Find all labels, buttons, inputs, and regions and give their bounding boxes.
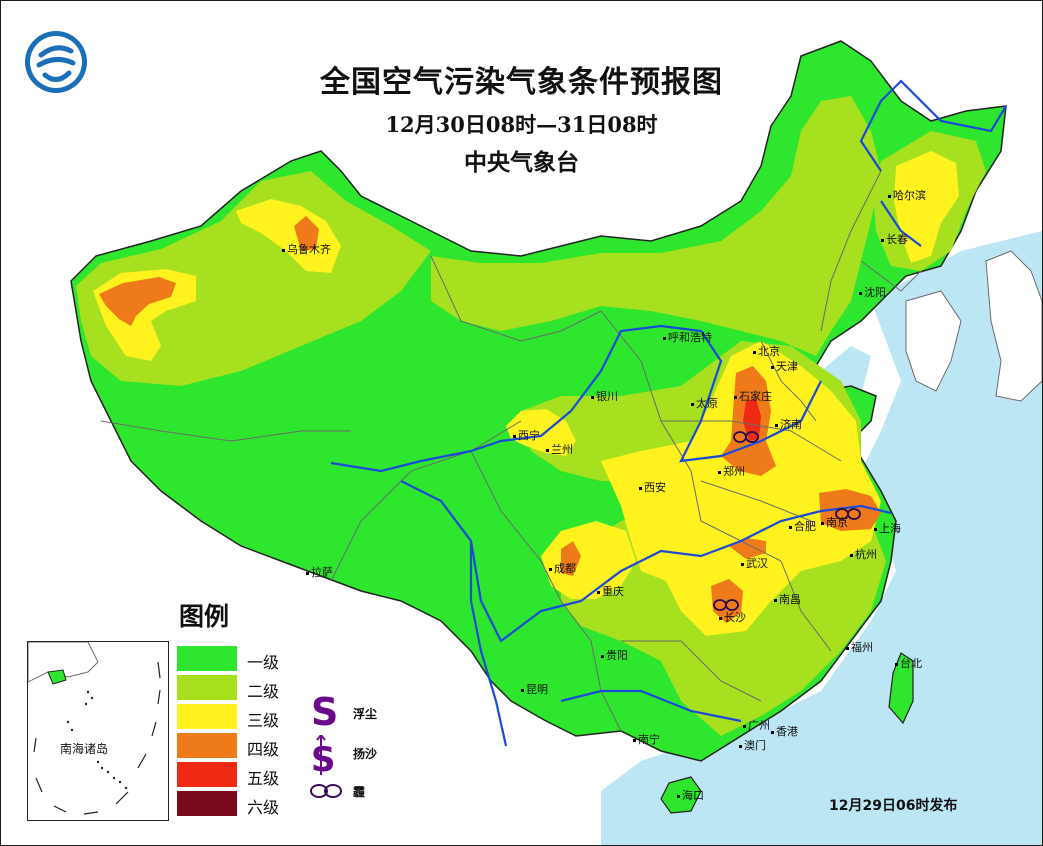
legend-label: 四级	[247, 740, 280, 759]
city-label: 长沙	[719, 609, 746, 625]
city-label: 合肥	[789, 518, 816, 534]
korea	[905, 290, 962, 392]
issuer: 中央气象台	[464, 149, 579, 176]
city-label: 杭州	[850, 546, 877, 562]
city-label: 贵阳	[601, 647, 628, 663]
legend-phenomenon-label: 霾	[353, 785, 366, 799]
floating-dust-icon: S	[311, 690, 338, 734]
level4-urumqi	[294, 216, 319, 251]
legend-title: 图例	[179, 602, 230, 631]
legend-label: 六级	[247, 798, 280, 817]
city-label: 上海	[874, 520, 901, 536]
legend-swatch	[177, 791, 237, 816]
province-borders	[100, 170, 922, 732]
taiwan	[888, 652, 914, 725]
svg-text:S: S	[311, 740, 336, 775]
legend-phenomenon-label: 浮尘	[353, 707, 378, 721]
city-label: 长春	[881, 231, 908, 247]
south-china-sea-inset: 南海诸岛	[27, 641, 169, 821]
city-label: 石家庄	[734, 388, 772, 404]
legend-phenomenon: S 扬沙	[309, 733, 377, 780]
city-label: 台北	[895, 655, 922, 671]
city-label: 太原	[691, 395, 718, 411]
city-label: 重庆	[597, 583, 624, 599]
city-label: 南宁	[633, 731, 660, 747]
legend-swatch	[177, 646, 237, 671]
inset-map	[28, 642, 161, 815]
japan	[985, 250, 1042, 402]
city-label: 澳门	[739, 737, 766, 753]
legend-swatch	[177, 733, 237, 758]
level2-north	[431, 96, 881, 356]
city-label: 南昌	[774, 591, 801, 607]
city-label: 福州	[846, 639, 873, 655]
level4-chengdu	[561, 541, 581, 576]
legend-swatch	[177, 675, 237, 700]
forecast-period: 12月30日08时—31日08时	[385, 112, 658, 137]
legend-label: 二级	[247, 682, 280, 701]
city-label: 西宁	[513, 427, 540, 443]
city-label: 兰州	[546, 441, 573, 457]
city-label: 海口	[677, 787, 704, 803]
svg-text:S: S	[311, 691, 338, 731]
level3-chengdu	[541, 521, 636, 599]
city-label: 济南	[775, 416, 802, 432]
hainan	[660, 776, 702, 814]
city-label: 武汉	[741, 555, 768, 571]
city-label: 银川	[591, 388, 618, 404]
inset-label: 南海诸岛	[60, 742, 109, 756]
legend-label: 一级	[247, 653, 280, 672]
city-label: 郑州	[718, 463, 745, 479]
level5-hebei	[743, 399, 761, 441]
legend-phenomenon-label: 扬沙	[353, 747, 378, 761]
legend-swatch	[177, 704, 237, 729]
issued-time: 12月29日06时发布	[829, 798, 958, 814]
city-label: 广州	[743, 717, 770, 733]
city-label: 哈尔滨	[888, 187, 926, 203]
level3-urumqi	[236, 199, 341, 273]
city-label: 香港	[771, 723, 798, 739]
haze-icon	[310, 784, 342, 798]
legend-phenomenon: 霾	[309, 781, 365, 805]
city-label: 拉萨	[306, 564, 333, 580]
level2-xinjiang	[76, 171, 431, 386]
rivers	[330, 79, 1007, 747]
level4-west	[99, 277, 176, 326]
city-label: 昆明	[521, 681, 548, 697]
city-label: 沈阳	[859, 284, 886, 300]
city-label: 成都	[549, 560, 576, 576]
legend-label: 五级	[247, 769, 280, 788]
map-title: 全国空气污染气象条件预报图	[320, 65, 723, 100]
city-label: 天津	[771, 358, 798, 374]
city-label: 南京	[821, 514, 848, 530]
legend-phenomenon: S 浮尘	[309, 690, 377, 735]
city-label: 乌鲁木齐	[282, 241, 331, 257]
level3-harbin	[894, 151, 959, 263]
cma-logo-icon	[25, 31, 87, 93]
city-label: 西安	[639, 479, 666, 495]
level4-wuhan	[729, 538, 766, 559]
city-label: 北京	[753, 343, 780, 359]
haze-markers	[713, 431, 861, 611]
city-label: 呼和浩特	[663, 329, 712, 345]
legend-swatch	[177, 762, 237, 787]
blowing-sand-icon: S	[311, 733, 336, 780]
legend-label: 三级	[247, 711, 280, 730]
